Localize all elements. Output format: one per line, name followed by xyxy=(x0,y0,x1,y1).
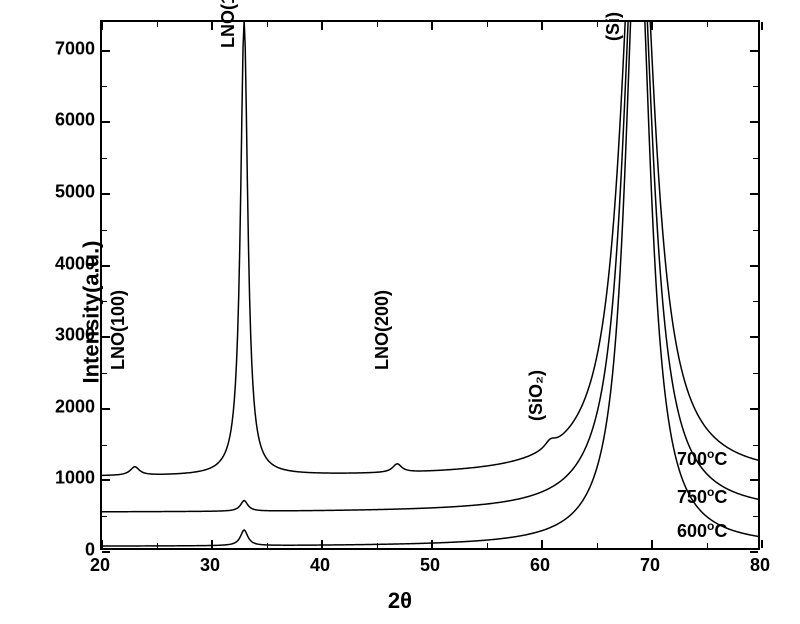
ytick-mark xyxy=(102,265,110,267)
ytick-mark xyxy=(750,479,758,481)
ytick-minor xyxy=(753,158,758,159)
peak-label: (Si) xyxy=(603,12,624,41)
ytick-minor xyxy=(102,301,107,302)
plot-area xyxy=(100,20,760,550)
xtick-minor xyxy=(487,543,488,548)
ytick-mark xyxy=(750,265,758,267)
ytick-mark xyxy=(750,551,758,553)
xtick-label: 60 xyxy=(530,555,550,576)
xtick-mark xyxy=(651,22,653,30)
xtick-mark xyxy=(101,540,103,548)
peak-label: LNO(110) xyxy=(218,0,239,48)
xtick-minor xyxy=(597,543,598,548)
ytick-mark xyxy=(102,551,110,553)
peak-label: LNO(100) xyxy=(108,290,129,370)
ytick-mark xyxy=(102,121,110,123)
ytick-mark xyxy=(102,50,110,52)
ytick-label: 6000 xyxy=(55,110,95,131)
xtick-minor xyxy=(157,22,158,27)
xtick-label: 80 xyxy=(750,555,770,576)
xtick-label: 70 xyxy=(640,555,660,576)
xtick-label: 50 xyxy=(420,555,440,576)
ytick-minor xyxy=(102,158,107,159)
series-curve xyxy=(102,22,758,475)
xtick-mark xyxy=(321,22,323,30)
xtick-minor xyxy=(267,22,268,27)
xtick-mark xyxy=(761,22,763,30)
peak-label: LNO(200) xyxy=(372,290,393,370)
xtick-label: 20 xyxy=(90,555,110,576)
ytick-label: 4000 xyxy=(55,253,95,274)
xtick-minor xyxy=(487,22,488,27)
ytick-mark xyxy=(750,50,758,52)
peak-label: (SiO₂) xyxy=(526,370,547,421)
ytick-minor xyxy=(753,516,758,517)
xtick-minor xyxy=(157,543,158,548)
xtick-mark xyxy=(541,540,543,548)
ytick-mark xyxy=(102,193,110,195)
xtick-mark xyxy=(211,22,213,30)
ytick-label: 7000 xyxy=(55,38,95,59)
ytick-mark xyxy=(750,336,758,338)
ytick-minor xyxy=(102,86,107,87)
xtick-label: 30 xyxy=(200,555,220,576)
ytick-minor xyxy=(753,301,758,302)
xtick-minor xyxy=(707,543,708,548)
ytick-minor xyxy=(102,445,107,446)
ytick-minor xyxy=(102,516,107,517)
series-label: 700oC xyxy=(677,447,727,470)
xtick-label: 40 xyxy=(310,555,330,576)
series-curve xyxy=(102,22,758,512)
xtick-mark xyxy=(651,540,653,548)
ytick-label: 2000 xyxy=(55,396,95,417)
xtick-minor xyxy=(377,543,378,548)
ytick-minor xyxy=(753,373,758,374)
series-curve xyxy=(102,22,758,546)
xtick-mark xyxy=(541,22,543,30)
ytick-minor xyxy=(753,445,758,446)
xtick-minor xyxy=(597,22,598,27)
ytick-label: 1000 xyxy=(55,468,95,489)
series-label: 600oC xyxy=(677,519,727,542)
ytick-minor xyxy=(753,230,758,231)
xtick-minor xyxy=(377,22,378,27)
xtick-mark xyxy=(101,22,103,30)
x-axis-label: 2θ xyxy=(388,588,412,614)
series-label: 750oC xyxy=(677,485,727,508)
ytick-mark xyxy=(750,121,758,123)
ytick-minor xyxy=(753,86,758,87)
ytick-mark xyxy=(102,408,110,410)
xtick-minor xyxy=(267,543,268,548)
ytick-minor xyxy=(102,230,107,231)
xtick-mark xyxy=(321,540,323,548)
ytick-label: 3000 xyxy=(55,325,95,346)
ytick-minor xyxy=(102,373,107,374)
xtick-mark xyxy=(761,540,763,548)
ytick-mark xyxy=(750,408,758,410)
xtick-minor xyxy=(707,22,708,27)
xtick-mark xyxy=(431,22,433,30)
xtick-mark xyxy=(211,540,213,548)
ytick-label: 5000 xyxy=(55,181,95,202)
xtick-mark xyxy=(431,540,433,548)
ytick-mark xyxy=(750,193,758,195)
ytick-mark xyxy=(102,479,110,481)
xrd-chart: Intensity(a.u.) 2θ 010002000300040005000… xyxy=(0,0,800,624)
curves-svg xyxy=(102,22,758,548)
